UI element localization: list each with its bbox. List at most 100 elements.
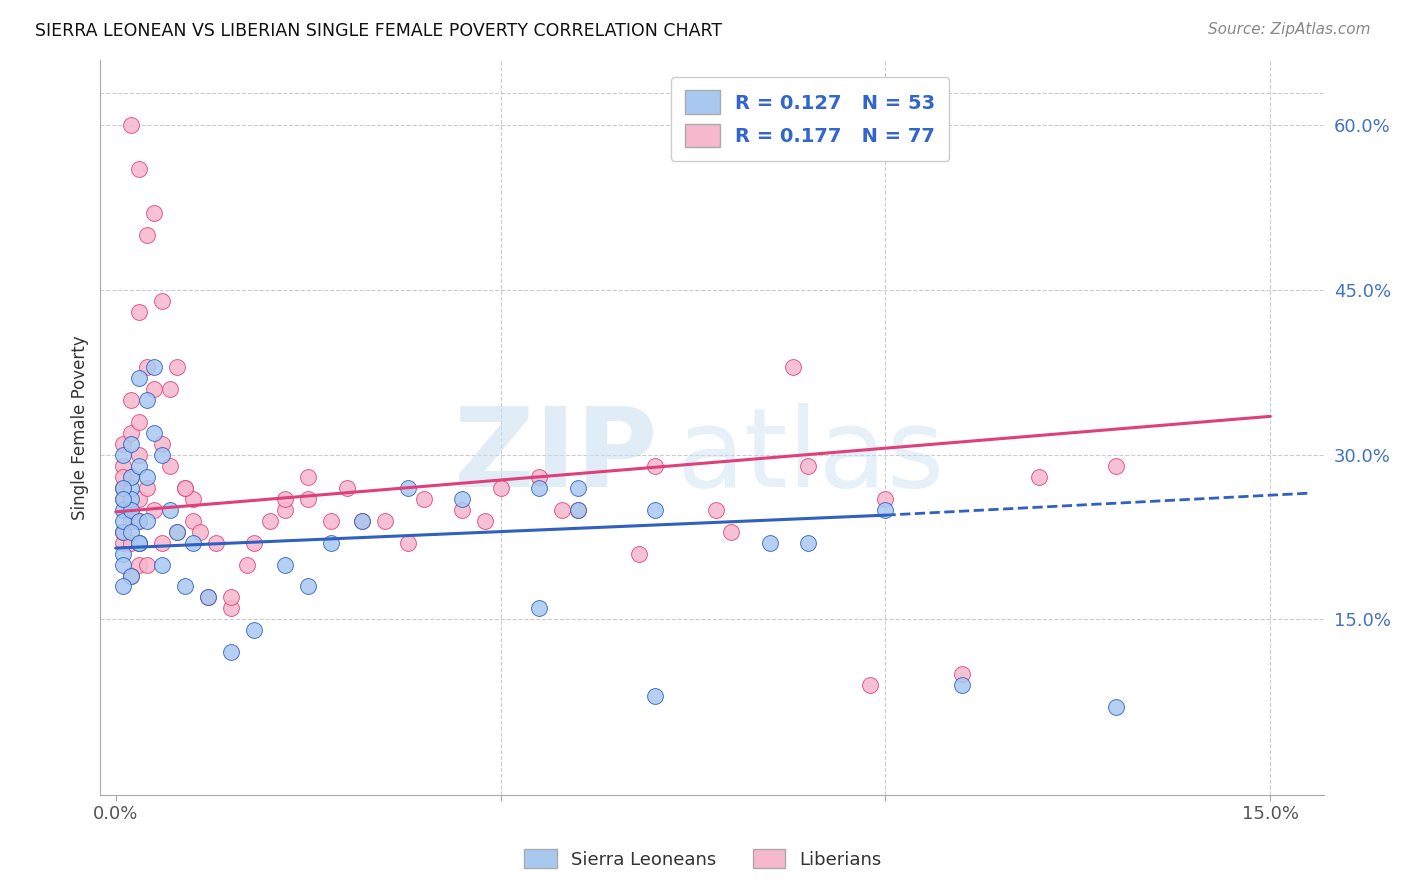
Point [274,491,297,506]
Point [120,392,142,407]
Point [321,535,343,549]
Point [159,382,181,396]
Point [181,535,204,549]
Point [120,568,142,582]
Point [527,469,550,483]
Point [112,469,135,483]
Point [120,469,142,483]
Point [451,491,474,506]
Point [135,392,157,407]
Point [243,624,266,638]
Point [112,502,135,516]
Point [135,359,157,374]
Point [166,524,188,539]
Text: Source: ZipAtlas.com: Source: ZipAtlas.com [1208,22,1371,37]
Text: ZIP: ZIP [454,403,657,510]
Point [120,568,142,582]
Point [135,228,157,243]
Point [112,524,135,539]
Point [720,524,742,539]
Point [150,535,173,549]
Point [143,382,166,396]
Point [159,502,181,516]
Point [235,558,257,572]
Point [412,491,434,506]
Point [135,558,157,572]
Point [219,591,242,605]
Point [350,514,373,528]
Point [135,469,157,483]
Y-axis label: Single Female Poverty: Single Female Poverty [72,335,89,520]
Point [181,491,204,506]
Point [1105,700,1128,714]
Point [759,535,782,549]
Point [950,678,973,692]
Legend: Sierra Leoneans, Liberians: Sierra Leoneans, Liberians [517,841,889,876]
Point [166,359,188,374]
Point [159,458,181,473]
Point [143,206,166,220]
Point [274,558,297,572]
Point [128,448,150,462]
Point [112,437,135,451]
Point [112,580,135,594]
Point [128,514,150,528]
Point [644,458,666,473]
Point [336,481,359,495]
Point [120,524,142,539]
Point [396,481,419,495]
Point [474,514,496,528]
Point [451,502,474,516]
Point [243,535,266,549]
Point [396,535,419,549]
Point [859,678,882,692]
Point [150,294,173,309]
Point [374,514,396,528]
Point [128,535,150,549]
Point [321,514,343,528]
Point [150,448,173,462]
Point [120,425,142,440]
Point [112,524,135,539]
Point [875,491,897,506]
Point [112,558,135,572]
Point [797,458,820,473]
Point [135,514,157,528]
Point [112,535,135,549]
Point [628,547,651,561]
Point [150,558,173,572]
Point [143,425,166,440]
Point [143,359,166,374]
Point [204,535,226,549]
Point [567,502,589,516]
Point [174,580,197,594]
Point [297,580,319,594]
Point [489,481,512,495]
Point [274,502,297,516]
Point [112,524,135,539]
Text: atlas: atlas [676,403,945,510]
Point [297,469,319,483]
Point [112,458,135,473]
Point [150,437,173,451]
Point [128,162,150,177]
Point [112,491,135,506]
Point [527,601,550,615]
Point [128,491,150,506]
Point [1028,469,1050,483]
Point [135,481,157,495]
Point [128,535,150,549]
Point [120,502,142,516]
Point [120,437,142,451]
Point [950,667,973,681]
Point [219,601,242,615]
Point [112,481,135,495]
Point [120,469,142,483]
Point [120,119,142,133]
Point [875,502,897,516]
Point [174,481,197,495]
Point [704,502,727,516]
Point [112,547,135,561]
Legend: R = 0.127   N = 53, R = 0.177   N = 77: R = 0.127 N = 53, R = 0.177 N = 77 [671,77,949,161]
Point [112,481,135,495]
